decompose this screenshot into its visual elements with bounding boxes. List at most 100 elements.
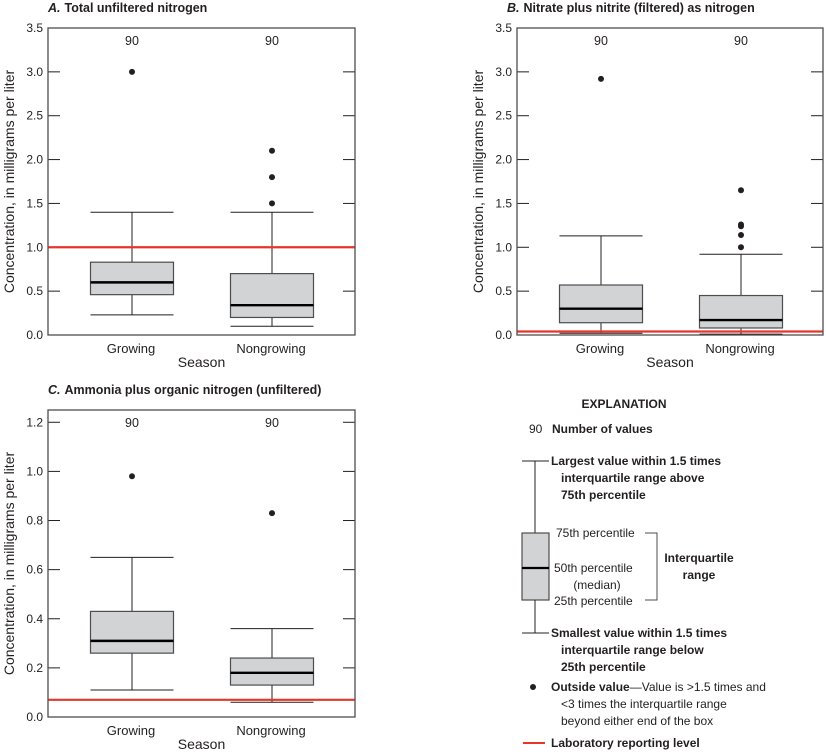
count-label: 90 bbox=[594, 34, 608, 48]
reporting-level-label: Laboratory reporting level bbox=[551, 736, 700, 750]
outlier-point bbox=[129, 473, 135, 480]
y-tick-label: 3.0 bbox=[26, 65, 43, 79]
y-tick-label: 2.5 bbox=[26, 109, 43, 123]
count-label: 90 bbox=[125, 416, 139, 430]
outlier-point bbox=[129, 68, 135, 75]
y-tick-label: 1.2 bbox=[26, 415, 43, 429]
panel-b: B. Nitrate plus nitrite (filtered) as nit… bbox=[470, 1, 824, 370]
y-axis-label: Concentration, in milligrams per liter bbox=[1, 70, 17, 294]
outlier-point bbox=[738, 187, 744, 194]
count-example: 90 bbox=[529, 422, 543, 436]
panel-title: C. Ammonia plus organic nitrogen (unfilte… bbox=[48, 383, 321, 397]
count-label: 90 bbox=[265, 34, 279, 48]
smallest-line-3: 25th percentile bbox=[561, 660, 646, 674]
y-tick-label: 2.0 bbox=[495, 153, 512, 167]
y-tick-label: 1.0 bbox=[26, 464, 43, 478]
category-label: Nongrowing bbox=[236, 723, 305, 738]
y-tick-label: 0.8 bbox=[26, 514, 43, 528]
explanation: EXPLANATION 90 Number of values Largest … bbox=[521, 397, 766, 750]
panel-a: A. Total unfiltered nitrogen 0.0 0.5 1.0 1.5 2… bbox=[1, 1, 356, 370]
y-tick-label: 2.5 bbox=[495, 109, 512, 123]
panel-letter: C. bbox=[48, 383, 61, 397]
outlier-point bbox=[738, 232, 744, 239]
smallest-line-1: Smallest value within 1.5 times bbox=[551, 626, 727, 640]
panel-title: B. Nitrate plus nitrite (filtered) as nit… bbox=[507, 1, 755, 15]
outlier-point bbox=[738, 244, 744, 251]
y-tick-label: 0.0 bbox=[26, 710, 43, 724]
panel-title-text: Nitrate plus nitrite (filtered) as nitro… bbox=[524, 1, 755, 15]
outlier-point bbox=[738, 221, 744, 228]
iqr-box bbox=[229, 273, 315, 319]
category-label: Growing bbox=[107, 723, 155, 738]
x-axis-label: Season bbox=[178, 354, 225, 370]
legend-box bbox=[521, 532, 550, 601]
y-tick-label: 0.0 bbox=[26, 328, 43, 342]
plot-frame bbox=[516, 27, 824, 336]
panel-title: A. Total unfiltered nitrogen bbox=[47, 1, 207, 15]
category-label: Nongrowing bbox=[236, 341, 305, 356]
x-axis-label: Season bbox=[646, 354, 693, 370]
x-axis-label: Season bbox=[178, 736, 225, 752]
y-tick-label: 1.5 bbox=[26, 196, 43, 210]
outside-line-2: <3 times the interquartile range bbox=[561, 697, 727, 711]
iqr-box bbox=[89, 610, 175, 654]
median-label: (median) bbox=[573, 578, 620, 592]
iqr-box bbox=[558, 284, 644, 324]
box-growing bbox=[558, 75, 644, 334]
box-nongrowing bbox=[229, 147, 315, 327]
y-tick-label: 1.0 bbox=[495, 240, 512, 254]
p50-label: 50th percentile bbox=[554, 561, 633, 575]
outside-bold: Outside value bbox=[551, 680, 630, 694]
count-label: 90 bbox=[734, 34, 748, 48]
legend-outlier-dot bbox=[530, 684, 536, 690]
y-tick-label: 1.5 bbox=[495, 196, 512, 210]
y-tick-label: 0.6 bbox=[26, 563, 43, 577]
largest-line-1: Largest value within 1.5 times bbox=[551, 454, 721, 468]
iqr-box bbox=[89, 261, 175, 296]
outlier-point bbox=[269, 174, 275, 181]
iqr-box bbox=[698, 294, 784, 329]
outlier-point bbox=[269, 147, 275, 154]
y-tick-label: 1.0 bbox=[26, 240, 43, 254]
explanation-title: EXPLANATION bbox=[581, 397, 666, 411]
category-label: Nongrowing bbox=[705, 341, 774, 356]
category-label: Growing bbox=[107, 341, 155, 356]
plot-frame bbox=[47, 409, 356, 718]
count-label: 90 bbox=[125, 34, 139, 48]
box-nongrowing bbox=[229, 510, 315, 703]
y-tick-label: 3.5 bbox=[26, 21, 43, 35]
outside-line-3: beyond either end of the box bbox=[561, 714, 713, 728]
y-tick-label: 3.0 bbox=[495, 65, 512, 79]
outlier-point bbox=[269, 510, 275, 517]
iqr-bracket bbox=[645, 532, 658, 601]
iqr-label-2: range bbox=[683, 568, 716, 582]
category-label: Growing bbox=[576, 341, 624, 356]
box-nongrowing bbox=[698, 187, 784, 335]
outside-line-1: Outside value—Value is >1.5 times and bbox=[551, 680, 766, 694]
outlier-point bbox=[598, 75, 604, 82]
largest-line-3: 75th percentile bbox=[561, 488, 646, 502]
box-growing bbox=[89, 473, 175, 691]
largest-line-2: interquartile range above bbox=[561, 471, 705, 485]
y-tick-label: 0.5 bbox=[495, 284, 512, 298]
box-growing bbox=[89, 68, 175, 316]
y-tick-label: 3.5 bbox=[495, 21, 512, 35]
y-axis-label: Concentration, in milligrams per liter bbox=[1, 452, 17, 676]
y-axis-label: Concentration, in milligrams per liter bbox=[470, 70, 486, 294]
iqr-label-1: Interquartile bbox=[664, 551, 734, 565]
y-tick-label: 0.0 bbox=[495, 328, 512, 342]
y-tick-label: 0.2 bbox=[26, 661, 43, 675]
panel-title-text: Total unfiltered nitrogen bbox=[65, 1, 208, 15]
p25-label: 25th percentile bbox=[554, 594, 633, 608]
plot-frame bbox=[47, 27, 356, 336]
p75-label: 75th percentile bbox=[556, 526, 635, 540]
panel-letter: B. bbox=[507, 1, 520, 15]
outlier-point bbox=[269, 200, 275, 207]
y-tick-label: 0.5 bbox=[26, 284, 43, 298]
y-tick-label: 2.0 bbox=[26, 153, 43, 167]
count-label: 90 bbox=[265, 416, 279, 430]
panel-c: C. Ammonia plus organic nitrogen (unfilte… bbox=[1, 383, 356, 752]
smallest-line-2: interquartile range below bbox=[561, 643, 704, 657]
